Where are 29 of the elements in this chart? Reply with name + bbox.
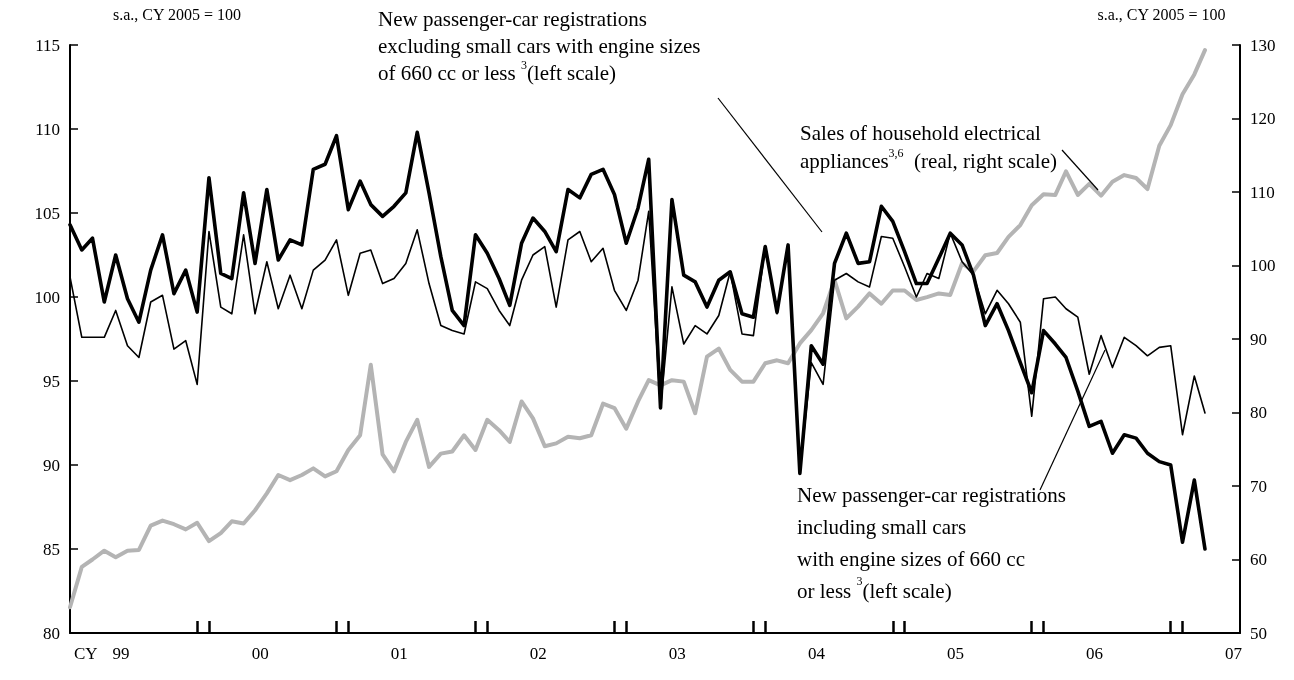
y2-tick-label: 130 [1250, 35, 1276, 55]
y-axis-title: s.a., CY 2005 = 100 [113, 5, 241, 23]
y-tick-label: 80 [43, 623, 60, 643]
y2-tick-label: 70 [1250, 476, 1267, 496]
x-tick-label: 06 [1086, 644, 1104, 663]
y-tick-label: 90 [43, 455, 60, 475]
x-tick-label: 00 [251, 644, 269, 663]
y2-tick-label: 100 [1250, 256, 1276, 275]
y2-tick-label: 110 [1250, 182, 1275, 202]
y-tick-label: 105 [34, 203, 60, 223]
x-tick-label: 05 [947, 644, 965, 663]
y2-axis-title: s.a., CY 2005 = 100 [1097, 5, 1226, 23]
y-tick-label: 115 [35, 35, 60, 55]
y-tick-label: 110 [35, 119, 60, 139]
y-tick-label: 100 [34, 287, 60, 307]
y2-tick-label: 50 [1250, 623, 1267, 643]
x-tick-label: 01 [390, 644, 408, 663]
x-tick-label: 07 [1225, 644, 1243, 663]
x-tick-label: 04 [808, 644, 826, 663]
x-axis-title: CY [74, 644, 98, 663]
y-tick-label: 85 [43, 539, 60, 559]
y2-tick-label: 120 [1250, 109, 1276, 128]
y2-tick-label: 90 [1250, 329, 1267, 349]
x-tick-label: 99 [112, 644, 130, 663]
y2-tick-label: 80 [1250, 403, 1267, 422]
y2-tick-label: 60 [1250, 550, 1267, 569]
y-tick-label: 95 [43, 371, 60, 391]
x-tick-label: 02 [529, 644, 547, 663]
x-tick-label: 03 [668, 644, 686, 663]
